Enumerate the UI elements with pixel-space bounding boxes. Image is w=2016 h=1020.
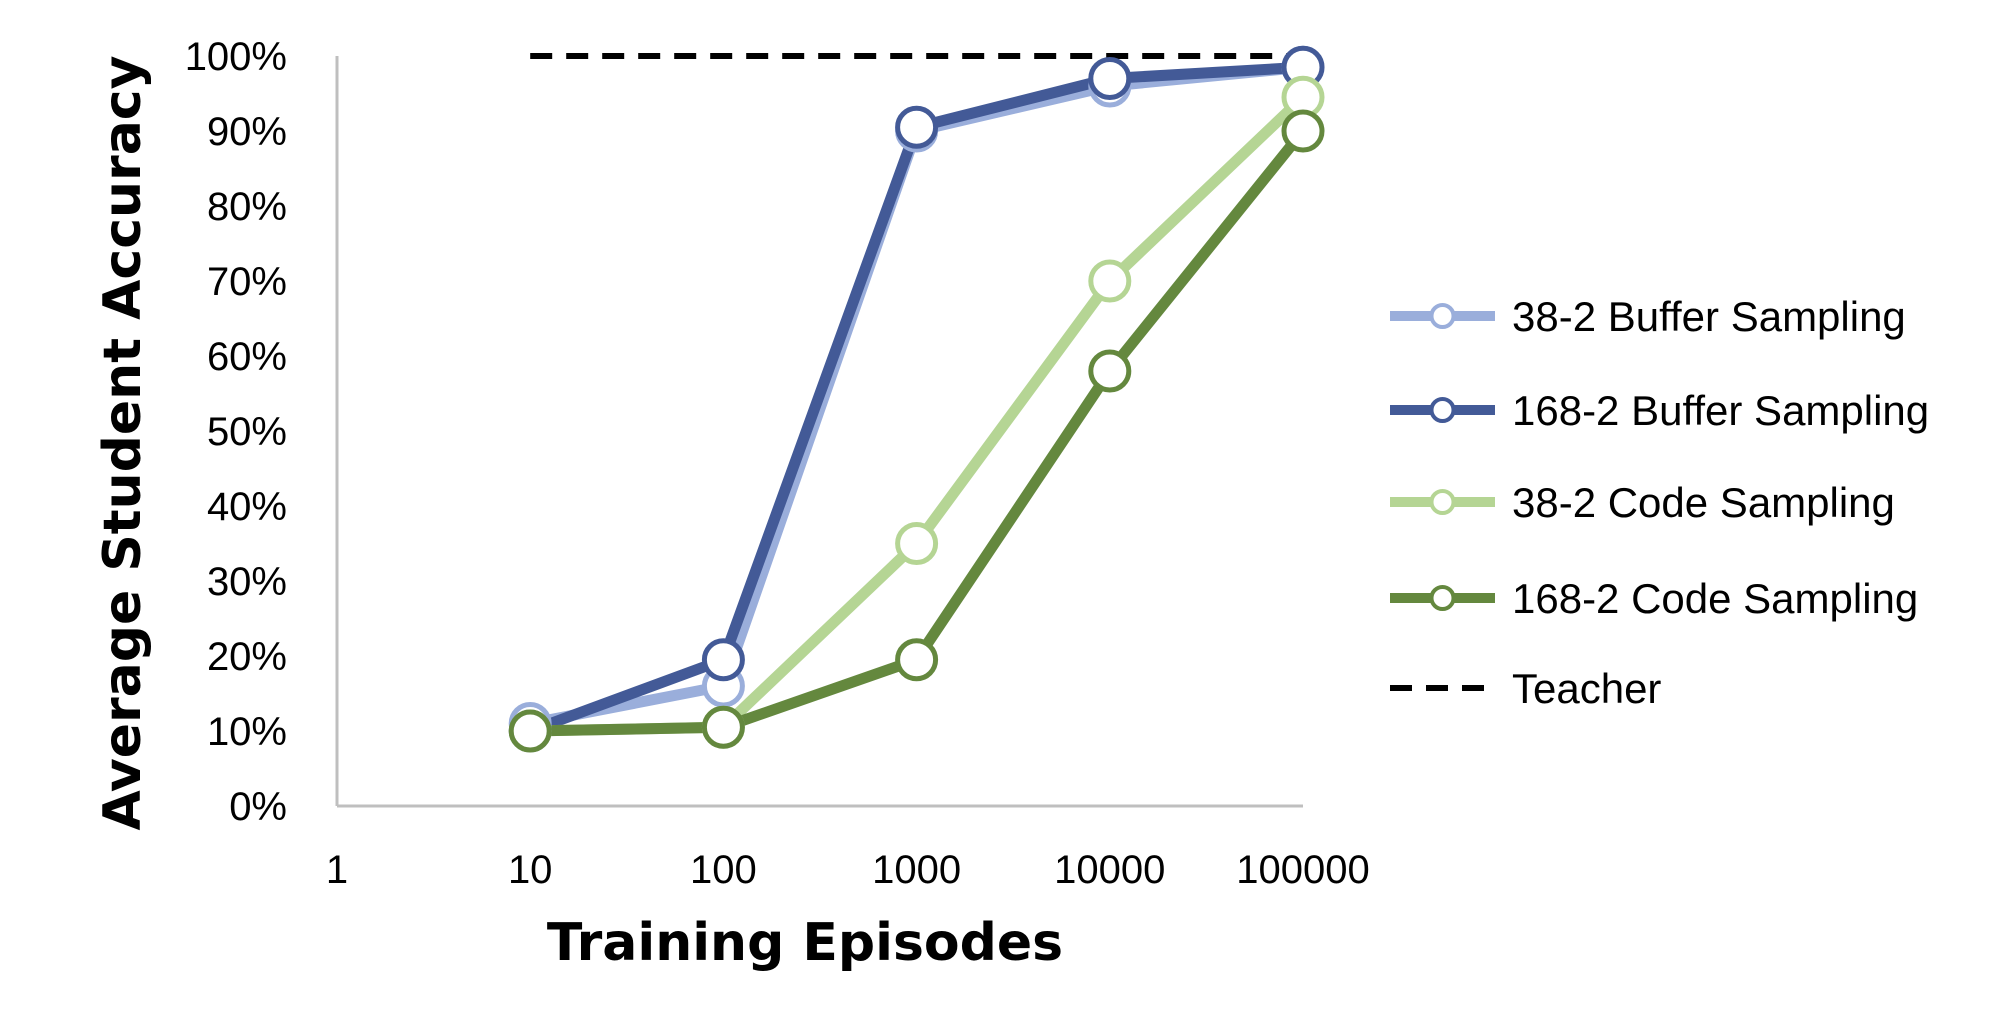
legend-marker-38-2-buffer-sampling xyxy=(1429,303,1456,329)
data-point-38-2-code-sampling xyxy=(895,522,939,565)
y-tick-label: 60% xyxy=(207,335,287,379)
x-tick-label: 100 xyxy=(690,848,757,892)
y-tick-label: 100% xyxy=(185,35,287,79)
data-point-168-2-code-sampling xyxy=(508,709,552,753)
y-tick-label: 30% xyxy=(207,560,287,604)
x-tick-label: 10000 xyxy=(1054,848,1165,892)
x-tick-label: 100000 xyxy=(1236,848,1369,892)
y-axis-ticks: 0% 10% 20% 30% 40% 50% 60% 70% 80% 90% 100% xyxy=(185,35,287,829)
series-markers xyxy=(508,45,1325,753)
x-axis-title: Training Episodes xyxy=(547,913,1063,973)
data-point-168-2-buffer-sampling xyxy=(701,638,745,682)
x-axis-ticks: 1 10 100 1000 10000 100000 xyxy=(326,848,1370,892)
x-tick-label: 1 xyxy=(326,848,348,892)
legend-marker-168-2-buffer-sampling xyxy=(1429,397,1456,423)
x-tick-label: 10 xyxy=(508,848,553,892)
y-tick-label: 40% xyxy=(207,485,287,529)
data-point-168-2-buffer-sampling xyxy=(895,105,939,149)
data-point-168-2-code-sampling xyxy=(701,705,745,749)
data-point-168-2-code-sampling xyxy=(895,638,939,682)
legend-label: 38-2 Buffer Sampling xyxy=(1512,293,1906,340)
legend-marker-168-2-code-sampling xyxy=(1429,585,1456,611)
series-line-168-2-buffer-sampling xyxy=(524,61,1309,737)
legend-label: 38-2 Code Sampling xyxy=(1512,479,1895,526)
series-line-38-2-code-sampling xyxy=(524,91,1309,737)
y-tick-label: 80% xyxy=(207,185,287,229)
y-tick-label: 70% xyxy=(207,260,287,304)
y-tick-label: 20% xyxy=(207,635,287,679)
data-point-168-2-code-sampling xyxy=(1088,349,1132,393)
y-tick-label: 90% xyxy=(207,110,287,154)
y-tick-label: 0% xyxy=(229,785,287,829)
legend-marker-38-2-code-sampling xyxy=(1429,489,1456,515)
series-line-38-2-buffer-sampling xyxy=(524,61,1309,729)
y-axis-title: Average Student Accuracy xyxy=(93,55,153,830)
data-point-168-2-code-sampling xyxy=(1281,109,1325,153)
data-point-168-2-buffer-sampling xyxy=(1088,57,1132,100)
legend: 38-2 Buffer Sampling 168-2 Buffer Samplin… xyxy=(1390,293,1929,712)
y-tick-label: 10% xyxy=(207,710,287,754)
legend-label: 168-2 Code Sampling xyxy=(1512,575,1918,622)
legend-label: Teacher xyxy=(1512,665,1661,712)
x-tick-label: 1000 xyxy=(872,848,961,892)
y-tick-label: 50% xyxy=(207,410,287,454)
series-lines xyxy=(524,61,1309,737)
legend-label: 168-2 Buffer Sampling xyxy=(1512,387,1929,434)
data-point-38-2-code-sampling xyxy=(1088,259,1132,303)
